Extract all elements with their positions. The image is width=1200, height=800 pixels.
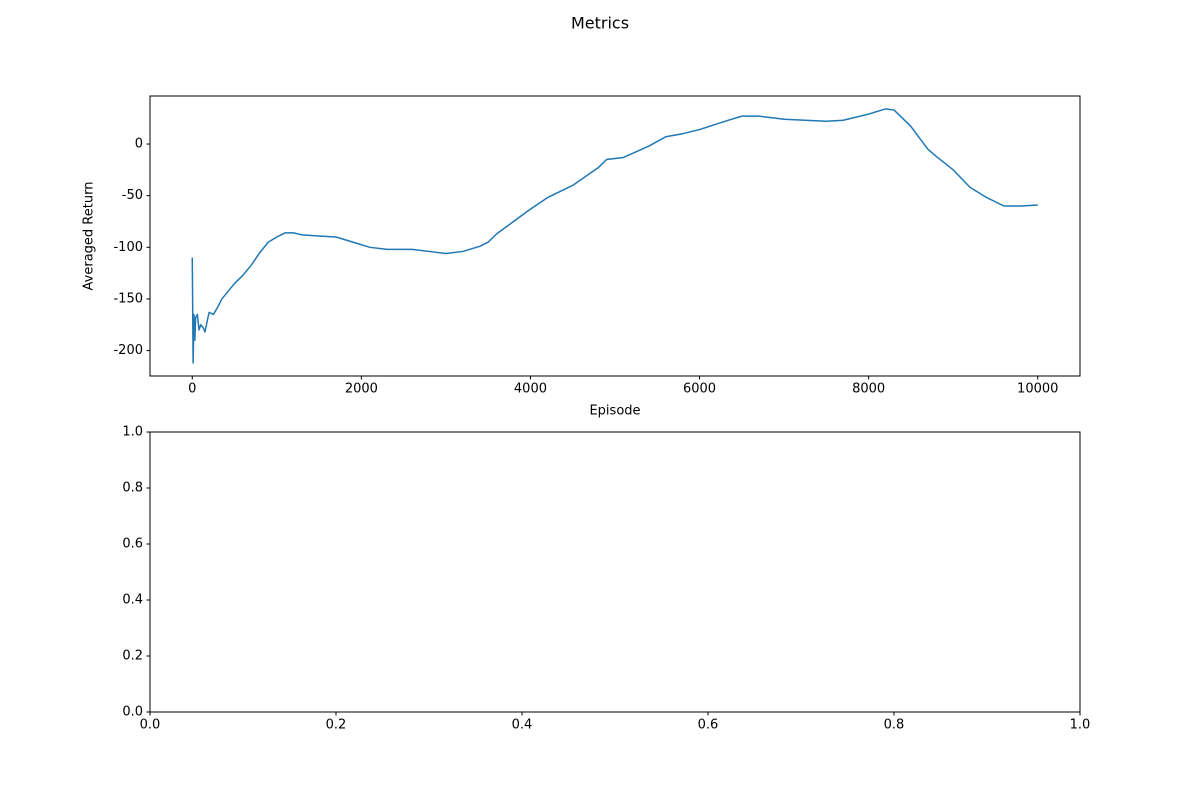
axes-frame <box>149 431 1081 713</box>
y-tick-label: 0.4 <box>122 593 143 608</box>
x-tick-label: 0.4 <box>512 718 533 733</box>
x-tick-label: 0 <box>188 382 196 397</box>
y-axis-label: Averaged Return <box>82 182 97 291</box>
x-tick-label: 0.8 <box>884 718 905 733</box>
x-tick-label: 2000 <box>345 382 378 397</box>
y-tick-label: -100 <box>113 240 143 255</box>
y-tick-label: -50 <box>122 188 143 203</box>
y-tick-label: 0.8 <box>122 481 143 496</box>
x-axis-label: Episode <box>589 404 640 419</box>
x-tick-label: 0.6 <box>698 718 719 733</box>
y-tick-label: -200 <box>113 343 143 358</box>
y-tick-label: 0.6 <box>122 537 143 552</box>
x-tick-label: 10000 <box>1017 382 1058 397</box>
axes-frame <box>149 95 1081 377</box>
x-tick-label: 0.2 <box>326 718 347 733</box>
y-tick-label: -150 <box>113 291 143 306</box>
x-tick-label: 1.0 <box>1070 718 1091 733</box>
x-tick-label: 6000 <box>683 382 716 397</box>
data-line <box>191 108 1038 364</box>
y-tick-label: 0.0 <box>122 705 143 720</box>
y-tick-label: 0 <box>135 137 143 152</box>
y-tick-label: 0.2 <box>122 649 143 664</box>
figure-title: Metrics <box>571 14 629 33</box>
x-tick-label: 0.0 <box>140 718 161 733</box>
x-tick-label: 4000 <box>514 382 547 397</box>
x-tick-label: 8000 <box>852 382 885 397</box>
y-tick-label: 1.0 <box>122 425 143 440</box>
